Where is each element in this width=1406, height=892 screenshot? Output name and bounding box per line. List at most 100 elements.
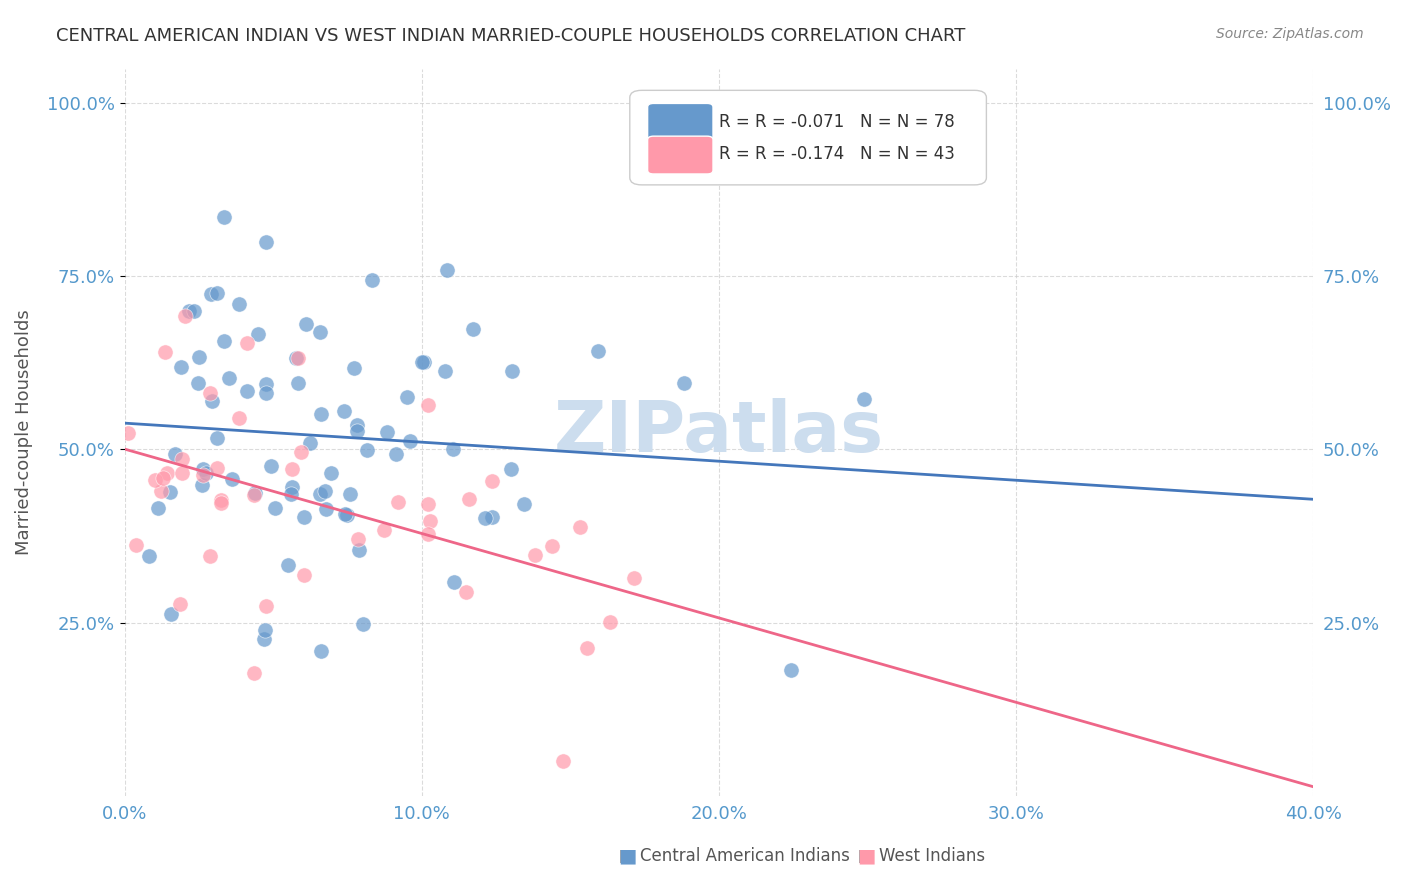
Point [209,492,232,507]
Point [523,548,546,562]
Point [155,345,177,359]
Point [124,538,146,552]
Point [335,508,357,522]
Point [569,520,592,534]
Point [169,597,191,611]
Point [228,410,250,425]
Point [356,443,378,458]
Point [254,385,277,400]
Point [254,235,277,249]
Text: ■ West Indians: ■ West Indians [858,847,984,865]
Point [280,486,302,500]
Point [200,549,222,563]
Point [333,404,356,418]
Point [499,462,522,476]
Point [347,543,370,558]
Point [190,478,212,492]
Point [411,355,433,369]
Point [481,474,503,488]
Point [160,607,183,622]
Point [513,497,536,511]
Point [299,435,322,450]
Point [254,599,277,614]
Text: ■ Central American Indians: ■ Central American Indians [619,847,849,865]
Point [342,361,364,376]
Text: R = R = -0.174   N = N = 43: R = R = -0.174 N = N = 43 [718,145,955,163]
Point [501,364,523,378]
Point [143,473,166,487]
FancyBboxPatch shape [648,136,713,174]
Point [236,336,259,351]
Text: ■: ■ [619,847,637,866]
Point [339,486,361,500]
Point [159,484,181,499]
Point [205,286,228,301]
Point [346,532,368,546]
Point [292,509,315,524]
Point [172,466,194,480]
Point [673,376,696,390]
Point [209,496,232,510]
Point [396,390,419,404]
Point [290,445,312,459]
Point [418,526,440,541]
Point [198,386,221,401]
Point [150,484,173,499]
Point [172,452,194,467]
Point [163,447,186,461]
Point [173,309,195,323]
Point [138,549,160,563]
Point [308,326,330,340]
Point [183,304,205,318]
Point [436,263,458,277]
Point [228,297,250,311]
Point [191,467,214,482]
Point [191,462,214,476]
Point [346,418,368,433]
Point [541,539,564,553]
Point [205,431,228,445]
Point [201,393,224,408]
Point [416,497,439,511]
Point [375,425,398,440]
Point [315,501,337,516]
Point [188,350,211,364]
Point [247,327,270,342]
Point [373,523,395,537]
Point [243,485,266,500]
Point [221,472,243,486]
Point [336,508,359,522]
Point [254,376,277,391]
Point [416,398,439,412]
Point [264,500,287,515]
Point [314,484,336,499]
FancyBboxPatch shape [630,90,987,185]
Point [474,510,496,524]
Point [418,514,440,528]
Point [441,442,464,456]
Point [281,462,304,476]
Point [214,210,236,224]
Point [260,458,283,473]
Point [461,322,484,336]
Point [412,355,434,369]
Point [170,360,193,375]
Text: CENTRAL AMERICAN INDIAN VS WEST INDIAN MARRIED-COUPLE HOUSEHOLDS CORRELATION CHA: CENTRAL AMERICAN INDIAN VS WEST INDIAN M… [56,27,966,45]
Point [623,571,645,585]
Point [235,384,257,398]
Point [780,663,803,677]
Point [285,351,308,365]
Point [309,644,332,658]
Point [454,584,477,599]
Point [214,334,236,348]
Point [458,491,481,506]
Point [309,407,332,421]
Point [853,392,876,406]
Point [254,623,277,637]
Text: ZIPatlas: ZIPatlas [554,398,884,467]
Point [277,558,299,573]
Point [308,487,330,501]
Point [243,488,266,502]
Point [387,495,409,509]
Point [200,287,222,301]
